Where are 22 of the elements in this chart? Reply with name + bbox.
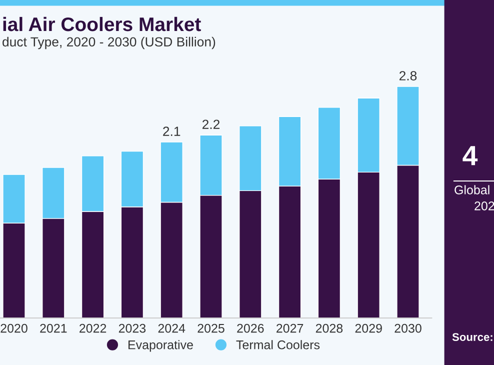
- x-tick-label: 2028: [316, 324, 343, 333]
- text: 202: [474, 202, 494, 210]
- x-tick-label: 2027: [276, 324, 304, 333]
- legend-label: Evaporative: [128, 340, 193, 352]
- x-tick-label: 2022: [80, 324, 106, 333]
- x-tick-label: 2025: [198, 324, 224, 333]
- x-tick-label: 2030: [394, 324, 422, 333]
- chart-subtitle: duct Type, 2020 - 2030 (USD Billion): [2, 36, 216, 50]
- text: 4: [462, 146, 478, 166]
- x-tick-label: 2029: [355, 324, 382, 333]
- x-tick-label: 2023: [118, 324, 146, 333]
- x-tick-label: 2024: [158, 324, 186, 333]
- x-tick-label: 2021: [40, 324, 67, 333]
- source-note: Source:: [452, 333, 492, 341]
- annotation: 2.2: [202, 120, 220, 129]
- legend-label: Termal Coolers: [236, 340, 320, 350]
- annotation: 2.8: [399, 71, 417, 80]
- chart-title: ial Air Coolers Market: [3, 16, 201, 32]
- x-tick-label: 2026: [237, 324, 264, 333]
- x-tick-label: 2020: [0, 324, 28, 333]
- annotation: 2.1: [163, 126, 180, 136]
- text: Global: [454, 185, 490, 194]
